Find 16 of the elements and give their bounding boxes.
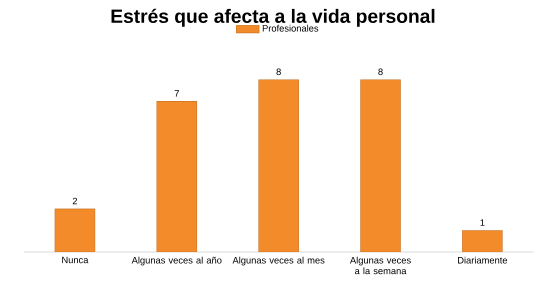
bar bbox=[54, 208, 96, 252]
x-tick-label: Nunca bbox=[62, 256, 88, 264]
x-tick-label: Algunas veces al mes bbox=[232, 256, 324, 266]
data-label: 7 bbox=[174, 90, 179, 97]
data-label: 2 bbox=[72, 198, 78, 204]
data-label: 8 bbox=[378, 68, 383, 76]
bar bbox=[156, 101, 198, 252]
data-label: 8 bbox=[276, 68, 281, 76]
bar bbox=[258, 80, 299, 252]
bar bbox=[462, 230, 503, 252]
x-tick-label: Algunas veces al año bbox=[132, 256, 222, 266]
x-tick-label: Diariamente bbox=[458, 256, 508, 264]
x-tick-label: Algunas veces a la semana bbox=[350, 256, 411, 274]
bar bbox=[360, 80, 401, 252]
legend-label: Profesionales bbox=[262, 24, 318, 32]
data-label: 1 bbox=[480, 219, 485, 226]
